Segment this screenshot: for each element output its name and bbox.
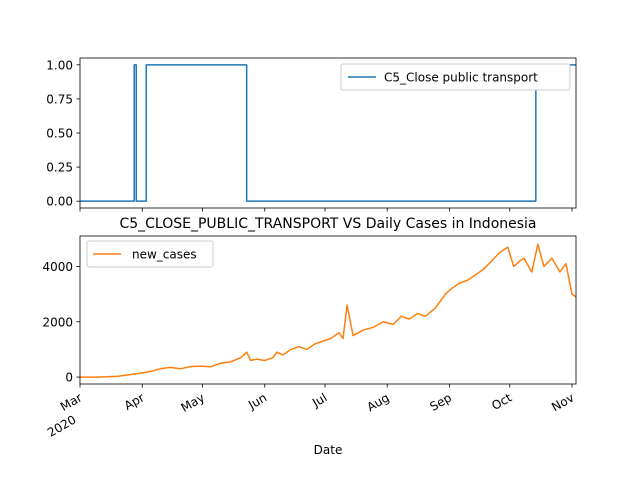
top-y-tick-label-3: 0.75 bbox=[46, 92, 73, 106]
bottom-legend-label: new_cases bbox=[132, 248, 197, 262]
bottom-panel: C5_CLOSE_PUBLIC_TRANSPORT VS Daily Cases… bbox=[42, 216, 576, 457]
bottom-y-tick-label-0: 0 bbox=[65, 371, 73, 385]
bottom-legend-box bbox=[86, 240, 214, 268]
series-line-new-cases bbox=[80, 243, 577, 378]
top-axes-frame bbox=[79, 57, 577, 209]
x-axis-label: Date bbox=[314, 443, 343, 457]
bottom-y-tick-label-1: 2000 bbox=[42, 315, 73, 329]
top-legend-label: C5_Close public transport bbox=[384, 71, 538, 85]
bottom-y-tick-label-2: 4000 bbox=[42, 260, 73, 274]
chart-title: C5_CLOSE_PUBLIC_TRANSPORT VS Daily Cases… bbox=[119, 216, 536, 232]
x-tick-label-4: Jul bbox=[309, 390, 329, 410]
top-y-tick-label-0: 0.00 bbox=[46, 195, 73, 209]
bottom-legend: new_cases bbox=[86, 240, 214, 268]
bottom-axes-frame bbox=[79, 235, 577, 385]
top-y-tick-label-4: 1.00 bbox=[46, 58, 73, 72]
top-y-tick-label-1: 0.25 bbox=[46, 161, 73, 175]
top-panel: 0.00 0.25 0.50 0.75 1.00 C5_Close public tra… bbox=[46, 57, 577, 212]
top-legend: C5_Close public transport bbox=[340, 63, 571, 91]
series-line-c5-close-public-transport bbox=[80, 64, 576, 202]
top-y-tick-label-2: 0.50 bbox=[46, 127, 73, 141]
top-legend-box bbox=[340, 63, 571, 91]
